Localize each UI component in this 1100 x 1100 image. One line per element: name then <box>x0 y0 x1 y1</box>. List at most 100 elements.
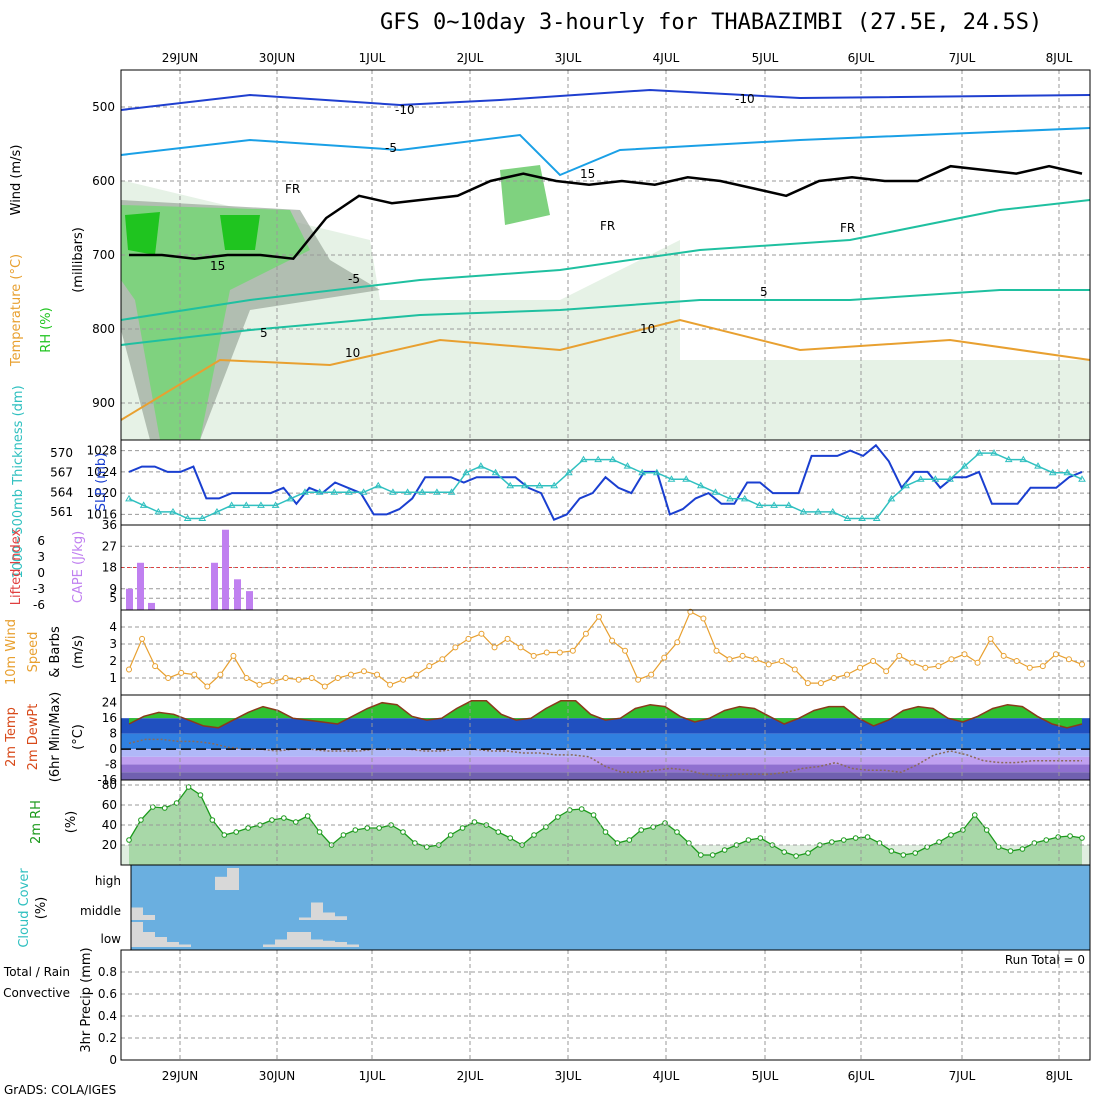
wind-speed-point-13 <box>295 676 302 683</box>
rh2m-point-4 <box>173 800 180 806</box>
rh2m-point-75 <box>1019 846 1026 852</box>
wind-speed-point-44 <box>700 615 707 622</box>
ylabel-precip: 3hr Precip (mm) <box>79 947 94 1052</box>
temp-tick-2: 0 <box>109 742 117 756</box>
thickness-point-12 <box>301 488 309 495</box>
cloud-low-bar-18 <box>347 944 359 947</box>
wind-speed-point-65 <box>974 659 981 666</box>
pressure-tick-600: 600 <box>92 174 115 188</box>
wind-speed-point-58 <box>883 668 890 675</box>
rh2m-point-70 <box>960 827 966 833</box>
rh2m-point-79 <box>1067 833 1073 839</box>
rh2m-point-65 <box>900 852 907 858</box>
temp-contour-minus5 <box>120 127 1091 177</box>
wind-speed-point-2 <box>152 663 159 670</box>
wind-speed-point-55 <box>844 671 851 678</box>
thickness-point-31 <box>579 455 588 463</box>
thickness-point-24 <box>476 462 485 469</box>
ylabel-2m-dewpt: 2m DewPt <box>26 704 41 771</box>
thickness-point-9 <box>257 501 265 508</box>
cloud-low-bar-3 <box>167 942 179 947</box>
temp-line <box>128 700 1083 729</box>
rh2m-point-16 <box>316 829 323 835</box>
cape-tick-9: 9 <box>109 582 117 596</box>
rh2m-point-48 <box>698 852 704 858</box>
rh2m-point-68 <box>936 839 942 845</box>
rh2m-point-52 <box>745 837 752 843</box>
rh2m-point-80 <box>1079 835 1085 841</box>
rh2m-point-50 <box>721 847 728 853</box>
panel-frame-7 <box>120 949 1091 1061</box>
temp-contour-label-2: -5 <box>385 141 397 155</box>
rh2m-point-0 <box>126 837 132 843</box>
wind-speed-point-3 <box>165 675 172 681</box>
run-total-label: Run Total = 0 <box>1005 953 1085 967</box>
rh2m-point-35 <box>543 824 549 830</box>
date-label-top-0: 29JUN <box>162 51 199 65</box>
thickness-point-35 <box>638 468 647 476</box>
rh-dark-area-1 <box>125 212 160 255</box>
cloud-low-bar-16 <box>323 940 335 947</box>
rh-mid-area <box>121 205 310 440</box>
pressure-tick-800: 800 <box>92 322 115 336</box>
wind-speed-point-1 <box>139 635 146 642</box>
thickness-point-29 <box>550 481 559 489</box>
pressure-tick-900: 900 <box>92 396 115 410</box>
thickness-point-58 <box>975 449 984 456</box>
thickness-point-39 <box>696 481 705 489</box>
date-label-top-9: 8JUL <box>1046 51 1073 65</box>
wind-speed-point-41 <box>661 654 668 661</box>
date-label-bottom-0: 29JUN <box>162 1069 199 1083</box>
rh2m-point-3 <box>161 805 168 811</box>
date-label-top-6: 5JUL <box>752 51 779 65</box>
thickness-point-15 <box>345 488 353 495</box>
wind-speed-line <box>128 610 1083 688</box>
cloud-low-bar-17 <box>335 942 347 947</box>
panel-frame-3 <box>120 609 1091 696</box>
temp-area <box>129 700 1082 728</box>
rh2m-point-60 <box>840 837 847 843</box>
date-label-top-8: 7JUL <box>949 51 976 65</box>
wind-speed-point-70 <box>1039 663 1046 670</box>
li-tick-0: 6 <box>37 534 45 548</box>
cape-bar-2 <box>148 602 155 610</box>
thickness-point-57 <box>960 462 969 469</box>
rh2m-point-77 <box>1043 837 1050 843</box>
wind-speed-point-72 <box>1065 656 1072 663</box>
wind-speed-point-26 <box>465 635 472 642</box>
wind-speed-point-38 <box>622 647 629 654</box>
li-tick-1: 3 <box>37 550 45 564</box>
rh2m-point-1 <box>138 817 144 823</box>
precip-tick-1: 0.2 <box>98 1031 117 1045</box>
thickness-point-64 <box>1063 468 1072 476</box>
wind-speed-point-9 <box>243 675 250 681</box>
cloud-high-bar-7 <box>215 876 227 890</box>
ylabel-thickness: 1000~500mb Thickness (dm) <box>11 385 26 578</box>
date-label-top-3: 2JUL <box>457 51 484 65</box>
cloud-low-bar-13 <box>287 932 299 947</box>
cloud-tick-low: low <box>101 932 122 946</box>
thickness-point-62 <box>1034 462 1042 469</box>
temp-band-0 <box>121 718 1090 734</box>
thickness-point-47 <box>814 507 822 515</box>
thickness-point-56 <box>946 475 954 482</box>
precip-tick-3: 0.6 <box>98 987 117 1001</box>
thickness-point-50 <box>858 514 866 521</box>
temp-contour-label-9: 15 <box>210 259 225 273</box>
date-label-top-1: 30JUN <box>259 51 296 65</box>
rh2m-point-20 <box>364 825 371 831</box>
wind-speed-point-39 <box>635 676 642 683</box>
thickness-point-36 <box>652 468 661 476</box>
wind-tick-4: 4 <box>109 620 117 634</box>
rh2m-point-32 <box>507 835 514 841</box>
thickness-point-11 <box>286 494 295 502</box>
date-label-top-2: 1JUL <box>359 51 386 65</box>
thickness-point-52 <box>887 494 896 502</box>
wind-speed-point-52 <box>804 680 811 687</box>
rh2m-point-46 <box>674 829 680 835</box>
rh2m-point-24 <box>412 840 418 846</box>
rh2m-area <box>129 787 1082 865</box>
ylabel-millibars: (millibars) <box>71 227 86 293</box>
wind-speed-point-30 <box>517 644 524 651</box>
rh2m-tick-20: 20 <box>102 838 117 852</box>
